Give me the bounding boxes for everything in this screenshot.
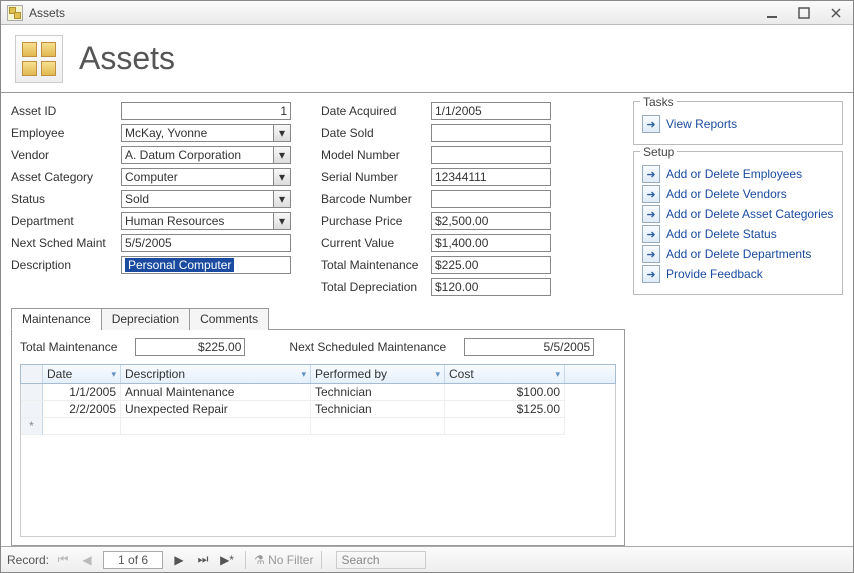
model-number-label: Model Number: [321, 148, 431, 162]
tab-comments[interactable]: Comments: [189, 308, 269, 330]
next-sched-summary-field[interactable]: 5/5/2005: [464, 338, 594, 356]
total-maintenance-label: Total Maintenance: [321, 258, 431, 272]
next-maint-field[interactable]: 5/5/2005: [121, 234, 291, 252]
tasks-title: Tasks: [640, 95, 677, 109]
close-button[interactable]: [825, 5, 847, 21]
tab-maintenance[interactable]: Maintenance: [11, 308, 102, 330]
last-record-button[interactable]: ⏭: [193, 551, 213, 569]
total-maintenance-field[interactable]: $225.00: [431, 256, 551, 274]
department-field[interactable]: Human Resources: [121, 212, 273, 230]
arrow-right-icon: ➜: [642, 265, 660, 283]
description-field[interactable]: Personal Computer: [121, 256, 291, 274]
arrow-right-icon: ➜: [642, 205, 660, 223]
department-dropdown-button[interactable]: ▾: [273, 212, 291, 230]
total-maint-summary-label: Total Maintenance: [20, 340, 117, 354]
asset-id-field[interactable]: 1: [121, 102, 291, 120]
prev-record-button[interactable]: ◀: [77, 551, 97, 569]
col-date[interactable]: Date▾: [43, 365, 121, 383]
view-reports-link[interactable]: ➜View Reports: [640, 112, 836, 136]
window-frame: Assets Assets Asset ID1 EmployeeMcKay, Y…: [0, 0, 854, 573]
tab-depreciation[interactable]: Depreciation: [101, 308, 190, 330]
form-header: Assets: [1, 25, 853, 93]
status-label: Status: [11, 192, 121, 206]
date-acquired-label: Date Acquired: [321, 104, 431, 118]
titlebar: Assets: [1, 1, 853, 25]
next-maint-label: Next Sched Maint: [11, 236, 121, 250]
record-label: Record:: [7, 553, 49, 567]
arrow-right-icon: ➜: [642, 185, 660, 203]
setup-group: Setup ➜Add or Delete Employees ➜Add or D…: [633, 151, 843, 295]
model-number-field[interactable]: [431, 146, 551, 164]
grid-body: 1/1/2005 Annual Maintenance Technician $…: [20, 384, 616, 537]
current-value-field[interactable]: $1,400.00: [431, 234, 551, 252]
grid-header: Date▾ Description▾ Performed by▾ Cost▾: [20, 364, 616, 384]
total-depreciation-label: Total Depreciation: [321, 280, 431, 294]
col-performed-by[interactable]: Performed by▾: [311, 365, 445, 383]
employee-label: Employee: [11, 126, 121, 140]
purchase-price-label: Purchase Price: [321, 214, 431, 228]
vendor-field[interactable]: A. Datum Corporation: [121, 146, 273, 164]
window-title: Assets: [29, 6, 761, 20]
record-navigator: Record: ⏮ ◀ 1 of 6 ▶ ⏭ ▶* ⚗ No Filter Se…: [1, 546, 853, 572]
category-field[interactable]: Computer: [121, 168, 273, 186]
arrow-right-icon: ➜: [642, 165, 660, 183]
table-row[interactable]: 1/1/2005 Annual Maintenance Technician $…: [21, 384, 615, 401]
date-sold-label: Date Sold: [321, 126, 431, 140]
description-value: Personal Computer: [125, 258, 234, 272]
status-dropdown-button[interactable]: ▾: [273, 190, 291, 208]
purchase-price-field[interactable]: $2,500.00: [431, 212, 551, 230]
provide-feedback-link[interactable]: ➜Provide Feedback: [640, 262, 836, 286]
page-title: Assets: [79, 40, 175, 77]
vendor-dropdown-button[interactable]: ▾: [273, 146, 291, 164]
category-label: Asset Category: [11, 170, 121, 184]
current-value-label: Current Value: [321, 236, 431, 250]
description-label: Description: [11, 258, 121, 272]
record-position[interactable]: 1 of 6: [103, 551, 163, 569]
form-icon: [7, 5, 23, 21]
vendor-label: Vendor: [11, 148, 121, 162]
tab-strip: Maintenance Depreciation Comments: [11, 307, 625, 330]
asset-id-label: Asset ID: [11, 104, 121, 118]
next-record-button[interactable]: ▶: [169, 551, 189, 569]
col-cost[interactable]: Cost▾: [445, 365, 565, 383]
new-row[interactable]: *: [21, 418, 615, 435]
minimize-button[interactable]: [761, 5, 783, 21]
total-depreciation-field[interactable]: $120.00: [431, 278, 551, 296]
setup-title: Setup: [640, 145, 677, 159]
category-dropdown-button[interactable]: ▾: [273, 168, 291, 186]
col-description[interactable]: Description▾: [121, 365, 311, 383]
barcode-number-label: Barcode Number: [321, 192, 431, 206]
date-acquired-field[interactable]: 1/1/2005: [431, 102, 551, 120]
new-record-button[interactable]: ▶*: [217, 551, 237, 569]
first-record-button[interactable]: ⏮: [53, 551, 73, 569]
tab-panel-maintenance: Total Maintenance $225.00 Next Scheduled…: [11, 330, 625, 546]
filter-indicator[interactable]: ⚗ No Filter: [254, 553, 313, 567]
next-sched-summary-label: Next Scheduled Maintenance: [289, 340, 446, 354]
serial-number-field[interactable]: 12344111: [431, 168, 551, 186]
arrow-right-icon: ➜: [642, 115, 660, 133]
arrow-right-icon: ➜: [642, 225, 660, 243]
barcode-number-field[interactable]: [431, 190, 551, 208]
assets-icon: [15, 35, 63, 83]
total-maint-summary-field[interactable]: $225.00: [135, 338, 245, 356]
status-field[interactable]: Sold: [121, 190, 273, 208]
date-sold-field[interactable]: [431, 124, 551, 142]
maximize-button[interactable]: [793, 5, 815, 21]
department-label: Department: [11, 214, 121, 228]
serial-number-label: Serial Number: [321, 170, 431, 184]
employee-field[interactable]: McKay, Yvonne: [121, 124, 273, 142]
tasks-group: Tasks ➜View Reports: [633, 101, 843, 145]
search-input[interactable]: Search: [336, 551, 426, 569]
table-row[interactable]: 2/2/2005 Unexpected Repair Technician $1…: [21, 401, 615, 418]
arrow-right-icon: ➜: [642, 245, 660, 263]
employee-dropdown-button[interactable]: ▾: [273, 124, 291, 142]
